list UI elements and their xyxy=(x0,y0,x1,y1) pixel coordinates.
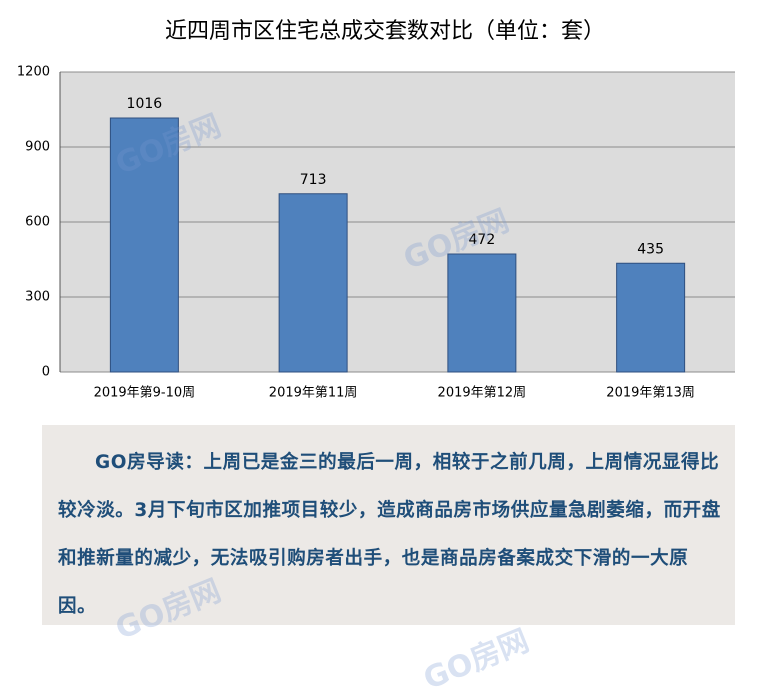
value-label: 713 xyxy=(300,172,327,188)
bar xyxy=(278,193,348,373)
bar xyxy=(616,262,686,373)
chart-title: 近四周市区住宅总成交套数对比（单位：套） xyxy=(165,19,605,44)
y-tick-label: 900 xyxy=(25,140,50,155)
x-tick-label: 2019年第12周 xyxy=(438,386,527,401)
watermark: GO房网 xyxy=(418,623,534,698)
bar xyxy=(447,253,517,373)
y-tick-label: 0 xyxy=(42,365,50,380)
x-tick-label: 2019年第11周 xyxy=(269,386,358,401)
page: 近四周市区住宅总成交套数对比（单位：套） 0 300 600 900 1200 2019年… xyxy=(16,19,735,698)
chart: 近四周市区住宅总成交套数对比（单位：套） 0 300 600 900 1200 2019年… xyxy=(17,19,735,401)
value-label: 472 xyxy=(469,232,496,248)
x-tick-label: 2019年第9-10周 xyxy=(94,386,196,401)
value-label: 435 xyxy=(637,241,664,257)
value-label: 1016 xyxy=(127,96,163,112)
y-tick-label: 300 xyxy=(25,290,50,305)
bar xyxy=(109,117,179,373)
x-tick-label: 2019年第13周 xyxy=(606,386,695,401)
y-tick-label: 1200 xyxy=(17,65,50,80)
y-tick-label: 600 xyxy=(25,215,50,230)
note-text: GO房导读：上周已是金三的最后一周，相较于之前几周，上周情况显得比较冷淡。3月下… xyxy=(42,425,735,625)
